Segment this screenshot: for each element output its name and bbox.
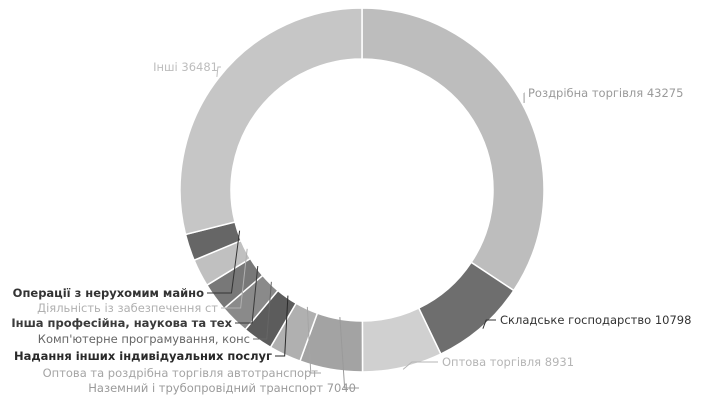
- donut-slice: [179, 7, 363, 236]
- donut-slices: [179, 7, 545, 373]
- slice-label: Складське господарство 10798: [500, 313, 691, 327]
- slice-label: Комп'ютерне програмування, конс: [38, 332, 250, 346]
- slice-label: Операції з нерухомим майно: [13, 286, 204, 300]
- leader-line: [221, 248, 248, 309]
- slice-label: Інша професійна, наукова та тех: [11, 316, 232, 330]
- leader-line: [482, 319, 496, 329]
- leader-line: [339, 317, 359, 389]
- leader-line: [275, 295, 289, 357]
- donut-slice: [361, 7, 545, 292]
- leader-line: [235, 265, 259, 324]
- slice-label: Роздрібна торгівля 43275: [528, 86, 683, 100]
- slice-label: Діяльність із забезпечення ст: [37, 301, 218, 315]
- leader-line: [402, 361, 438, 370]
- leader-line: [216, 66, 221, 77]
- slice-label: Наземний і трубопровідний транспорт 7040: [88, 381, 356, 395]
- leader-line: [207, 230, 241, 294]
- slice-label: Інші 36481: [153, 60, 218, 74]
- slice-label: Оптова торгівля 8931: [442, 355, 574, 369]
- leader-lines: [207, 66, 525, 389]
- leader-line: [253, 281, 272, 340]
- leader-line: [306, 306, 321, 374]
- slice-label: Оптова та роздрібна торгівля автотранспо…: [43, 366, 319, 380]
- slice-label: Надання інших індивідуальних послуг: [14, 349, 272, 363]
- slice-labels: Роздрібна торгівля 43275 Складське господ…: [11, 60, 691, 395]
